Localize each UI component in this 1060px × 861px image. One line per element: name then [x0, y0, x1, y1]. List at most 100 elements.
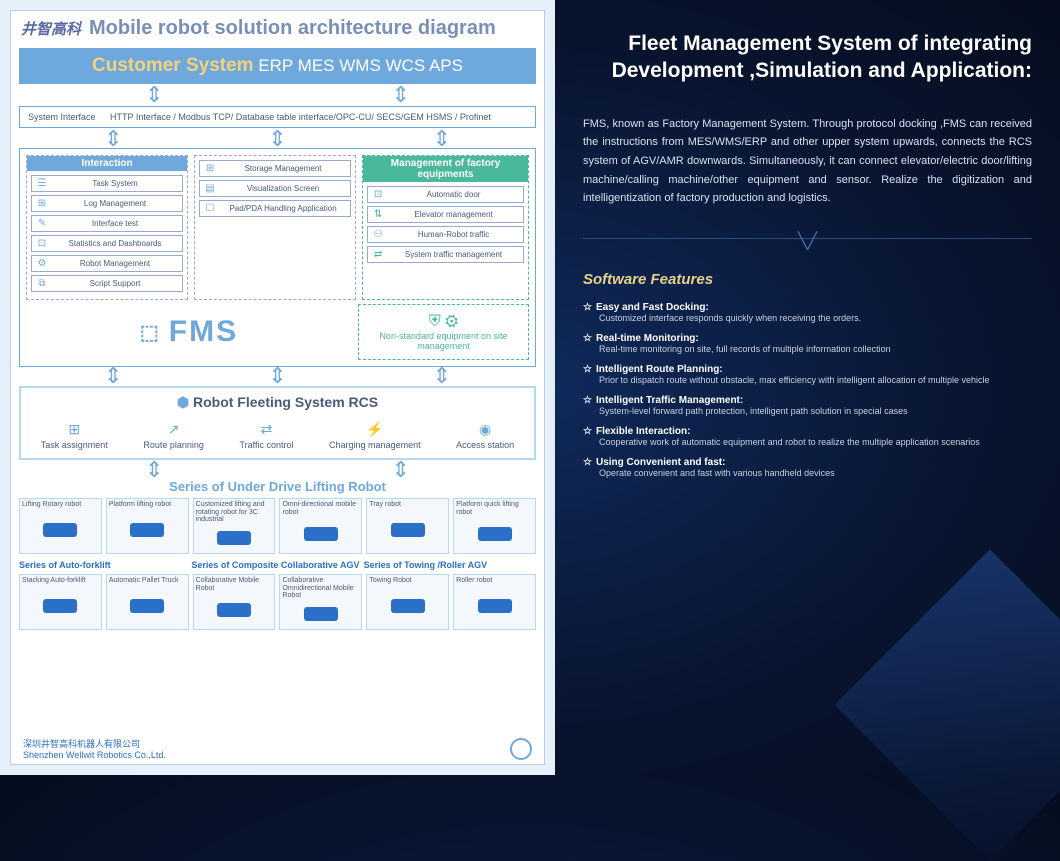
right-panel: Fleet Management System of integrating D… — [555, 0, 1060, 775]
arrow-icon: ⇕ — [268, 132, 286, 146]
chip-icon: ✎ — [36, 218, 48, 229]
robot-image — [22, 509, 99, 551]
feature-item: ☆Using Convenient and fast:Operate conve… — [583, 457, 1032, 478]
robot-series-title: Series of Under Drive Lifting Robot — [11, 477, 544, 496]
star-icon: ☆ — [583, 364, 592, 375]
rcs-label: Route planning — [143, 440, 204, 450]
chip-label: Automatic door — [388, 190, 519, 199]
star-icon: ☆ — [583, 457, 592, 468]
robot-label: Collaborative Omnidirectional Mobile Rob… — [282, 577, 359, 600]
chip-icon: ⊞ — [204, 163, 216, 174]
chip-label: Pad/PDA Handling Application — [220, 204, 346, 213]
robot-label: Roller robot — [456, 577, 533, 585]
rcs-band: ⬢ Robot Fleeting System RCS ⊞Task assign… — [19, 386, 536, 460]
robot-image — [282, 600, 359, 627]
star-icon: ☆ — [583, 333, 592, 344]
rcs-icon: ⊞ — [68, 421, 80, 438]
arrow-icon: ⇕ — [145, 88, 163, 102]
robot-label: Automatic Pallet Truck — [109, 577, 186, 585]
robot-label: Platform quick lifting robot — [456, 501, 533, 516]
robot-label: Collaborative Mobile Robot — [196, 577, 273, 592]
chip-item: ⧉ Script Support — [31, 275, 183, 292]
series-label: Series of Auto-forklift — [19, 560, 191, 570]
feature-item: ☆Easy and Fast Docking:Customized interf… — [583, 302, 1032, 323]
rcs-label: Traffic control — [239, 440, 293, 450]
diagram-poster: 井智高科 Mobile robot solution architecture … — [0, 0, 555, 775]
chevron-divider-icon: ╲╱ — [583, 238, 1032, 251]
rcs-icon: ⚡ — [366, 421, 383, 438]
feature-desc: Cooperative work of automatic equipment … — [583, 437, 1032, 447]
robot-cell: Lifting Rotary robot — [19, 498, 102, 554]
robot-image — [109, 585, 186, 627]
right-description: FMS, known as Factory Management System.… — [583, 115, 1032, 208]
feature-item: ☆Intelligent Route Planning:Prior to dis… — [583, 364, 1032, 385]
robot-cell: Collaborative Omnidirectional Mobile Rob… — [279, 574, 362, 630]
robot-grid-2: Stacking Auto-forklift Automatic Pallet T… — [19, 574, 536, 630]
robot-image — [282, 516, 359, 551]
arrow-icon: ⇕ — [104, 132, 122, 146]
customer-label: Customer System — [92, 55, 254, 76]
arrow-icon: ⇕ — [268, 369, 286, 383]
feature-heading: ☆Real-time Monitoring: — [583, 333, 1032, 344]
poster-title: Mobile robot solution architecture diagr… — [89, 17, 496, 40]
feature-desc: Operate convenient and fast with various… — [583, 468, 1032, 478]
feature-heading: ☆Intelligent Traffic Management: — [583, 395, 1032, 406]
rcs-icon: ⇄ — [261, 421, 273, 438]
chip-icon: ☰ — [36, 178, 48, 189]
iface-text: HTTP Interface / Modbus TCP/ Database ta… — [110, 112, 491, 122]
robot-image — [22, 585, 99, 627]
chip-icon: ⇅ — [372, 209, 384, 220]
robot-cell: Omni-directional mobile robot — [279, 498, 362, 554]
chip-item: ⚇Human-Robot traffic — [367, 226, 524, 243]
chip-label: Task System — [52, 179, 178, 188]
chip-icon: ⧉ — [36, 278, 48, 289]
arrow-row: ⇕⇕⇕ — [11, 369, 544, 383]
nonstd-label: Non-standard equipment on site managemen… — [363, 331, 524, 351]
footer-logo-icon — [510, 738, 532, 760]
robot-image — [109, 509, 186, 551]
chip-label: Robot Management — [52, 259, 178, 268]
chip-label: Script Support — [52, 279, 178, 288]
chip-item: ⇅Elevator management — [367, 206, 524, 223]
arrow-icon: ⇕ — [145, 463, 163, 477]
customer-systems: ERP MES WMS WCS APS — [258, 56, 463, 75]
col-head: Management of factory equipments — [363, 156, 528, 182]
feature-item: ☆Real-time Monitoring:Real-time monitori… — [583, 333, 1032, 354]
col-head: Interaction — [27, 156, 187, 171]
robot-image — [369, 585, 446, 627]
chip-label: Human-Robot traffic — [388, 230, 519, 239]
fms-label: ⬚ FMS — [26, 304, 352, 360]
arrow-row: ⇕⇕ — [11, 463, 544, 477]
chip-label: Interface test — [52, 219, 178, 228]
fms-box: Interaction ☰Task System⊞Log Management✎… — [19, 148, 536, 367]
robot-image — [196, 592, 273, 627]
robot-image — [196, 524, 273, 551]
chip-item: ☐ Pad/PDA Handling Application — [199, 200, 351, 217]
robot-cell: Towing Robot — [366, 574, 449, 630]
star-icon: ☆ — [583, 302, 592, 313]
chip-item: ⊞Log Management — [31, 195, 183, 212]
chip-item: ☰ Task System — [31, 175, 183, 192]
feature-desc: Prior to dispatch route without obstacle… — [583, 375, 1032, 385]
chip-item: ⊡Automatic door — [367, 186, 524, 203]
arrow-icon: ⇕ — [104, 369, 122, 383]
robot-cell: Roller robot — [453, 574, 536, 630]
robot-image — [456, 585, 533, 627]
robot-cell: Collaborative Mobile Robot — [193, 574, 276, 630]
chip-label: Storage Management — [220, 164, 346, 173]
features-list: ☆Easy and Fast Docking:Customized interf… — [583, 302, 1032, 478]
chip-item: ⚙ Robot Management — [31, 255, 183, 272]
chip-label: Log Management — [52, 199, 178, 208]
robot-cell: Tray robot — [366, 498, 449, 554]
arrow-icon: ⇕ — [433, 132, 451, 146]
feature-heading: ☆Using Convenient and fast: — [583, 457, 1032, 468]
arrow-row: ⇕ ⇕ ⇕ — [11, 132, 544, 146]
chip-item: ▤Visualization Screen — [199, 180, 351, 197]
chip-item: ⊞ Storage Management — [199, 160, 351, 177]
robot-cell: Stacking Auto-forklift — [19, 574, 102, 630]
chip-icon: ⚙ — [36, 258, 48, 269]
chip-icon: ☐ — [204, 203, 216, 214]
robot-label: Platform lifting robot — [109, 501, 186, 509]
rcs-item: ↗Route planning — [143, 421, 204, 450]
rcs-items-row: ⊞Task assignment↗Route planning⇄Traffic … — [21, 417, 534, 458]
